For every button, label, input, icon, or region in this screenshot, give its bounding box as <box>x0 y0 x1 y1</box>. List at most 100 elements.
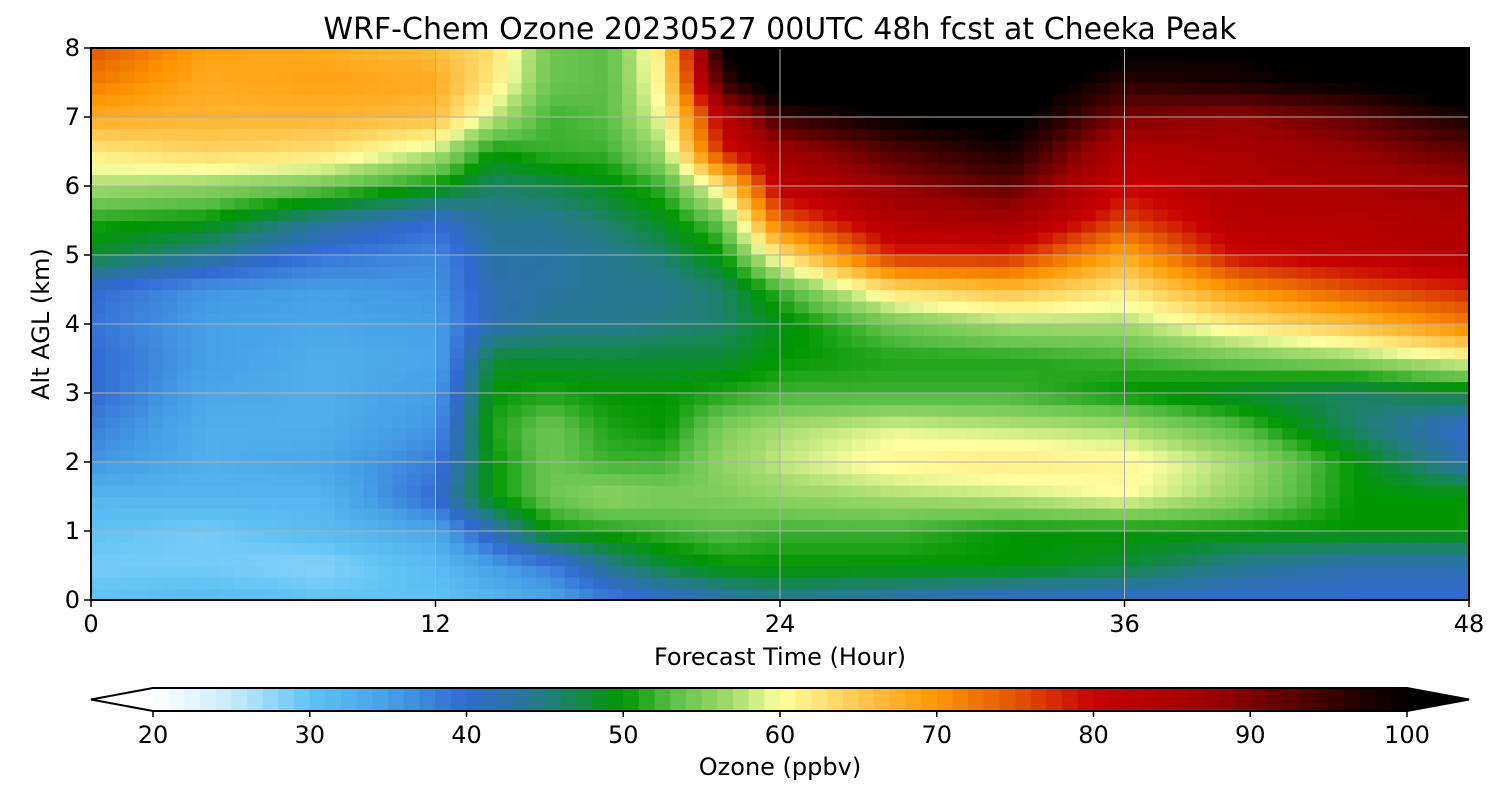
heatmap-cell <box>148 335 164 348</box>
heatmap-cell <box>1067 427 1083 440</box>
heatmap-cell <box>1138 347 1154 360</box>
heatmap-cell <box>492 243 508 256</box>
heatmap-cell <box>363 393 379 406</box>
heatmap-cell <box>837 140 853 153</box>
heatmap-cell <box>1210 565 1226 578</box>
heatmap-cell <box>1382 519 1398 532</box>
heatmap-cell <box>291 186 307 199</box>
heatmap-cell <box>1296 565 1312 578</box>
heatmap-cell <box>966 128 982 141</box>
heatmap-cell <box>894 255 910 268</box>
heatmap-cell <box>1239 324 1255 337</box>
heatmap-cell <box>622 416 638 429</box>
colorbar-segment <box>278 688 295 711</box>
heatmap-cell <box>464 531 480 544</box>
heatmap-cell <box>736 370 752 383</box>
heatmap-cell <box>1038 577 1054 590</box>
heatmap-cell <box>1110 485 1126 498</box>
heatmap-cell <box>966 289 982 302</box>
heatmap-cell <box>464 209 480 222</box>
heatmap-cell <box>1282 565 1298 578</box>
heatmap-cell <box>162 301 178 314</box>
heatmap-cell <box>622 94 638 107</box>
heatmap-cell <box>1196 485 1212 498</box>
heatmap-cell <box>1354 324 1370 337</box>
heatmap-cell <box>780 255 795 268</box>
heatmap-cell <box>1325 462 1341 475</box>
heatmap-cell <box>134 243 150 256</box>
heatmap-cell <box>91 439 106 452</box>
heatmap-cell <box>1296 94 1312 107</box>
heatmap-cell <box>1181 508 1197 521</box>
heatmap-cell <box>1024 473 1039 486</box>
heatmap-cell <box>1425 462 1441 475</box>
heatmap-cell <box>1311 71 1327 84</box>
heatmap-cell <box>449 404 465 417</box>
heatmap-cell <box>1282 174 1298 187</box>
heatmap-cell <box>1397 335 1413 348</box>
heatmap-cell <box>1052 496 1068 509</box>
heatmap-cell <box>421 163 437 176</box>
heatmap-cell <box>1440 163 1456 176</box>
heatmap-cell <box>765 335 781 348</box>
heatmap-cell <box>1411 427 1427 440</box>
heatmap-cell <box>392 128 408 141</box>
heatmap-cell <box>1181 255 1197 268</box>
heatmap-cell <box>1425 531 1441 544</box>
heatmap-cell <box>679 370 695 383</box>
heatmap-cell <box>177 462 193 475</box>
heatmap-cell <box>1124 151 1140 164</box>
heatmap-cell <box>162 485 178 498</box>
heatmap-cell <box>952 370 968 383</box>
heatmap-cell <box>449 462 465 475</box>
heatmap-cell <box>335 324 350 337</box>
heatmap-cell <box>1382 404 1398 417</box>
heatmap-cell <box>1224 209 1240 222</box>
heatmap-cell <box>837 243 853 256</box>
heatmap-cell <box>1411 485 1427 498</box>
heatmap-cell <box>837 347 853 360</box>
heatmap-cell <box>679 496 695 509</box>
heatmap-cell <box>1425 289 1441 302</box>
heatmap-cell <box>751 117 767 130</box>
heatmap-cell <box>134 163 150 176</box>
heatmap-cell <box>521 450 537 463</box>
heatmap-cell <box>1368 577 1384 590</box>
heatmap-cell <box>564 151 580 164</box>
heatmap-cell <box>248 496 264 509</box>
heatmap-cell <box>335 588 350 600</box>
heatmap-cell <box>1196 588 1212 600</box>
heatmap-cell <box>980 496 996 509</box>
heatmap-cell <box>1052 82 1068 95</box>
heatmap-cell <box>966 450 982 463</box>
heatmap-cell <box>980 347 996 360</box>
heatmap-cell <box>1425 128 1441 141</box>
heatmap-cell <box>894 140 910 153</box>
heatmap-cell <box>1181 82 1197 95</box>
heatmap-cell <box>765 255 781 268</box>
heatmap-cell <box>1009 232 1025 245</box>
heatmap-cell <box>306 450 322 463</box>
colorbar-segment <box>1030 688 1047 711</box>
heatmap-cell <box>478 335 494 348</box>
heatmap-cell <box>248 439 264 452</box>
heatmap-cell <box>794 542 810 555</box>
heatmap-cell <box>535 462 551 475</box>
heatmap-cell <box>1153 462 1169 475</box>
heatmap-cell <box>1368 427 1384 440</box>
heatmap-cell <box>736 220 752 233</box>
heatmap-cell <box>421 462 437 475</box>
heatmap-cell <box>995 393 1011 406</box>
heatmap-cell <box>1425 105 1441 118</box>
heatmap-cell <box>435 335 451 348</box>
heatmap-cell <box>579 71 594 84</box>
heatmap-cell <box>1024 266 1039 279</box>
heatmap-cell <box>1325 105 1341 118</box>
heatmap-cell <box>1268 255 1283 268</box>
heatmap-cell <box>478 209 494 222</box>
heatmap-cell <box>435 508 451 521</box>
heatmap-cell <box>1167 209 1183 222</box>
heatmap-cell <box>1440 71 1456 84</box>
heatmap-cell <box>1167 462 1183 475</box>
colorbar-segment <box>372 688 389 711</box>
